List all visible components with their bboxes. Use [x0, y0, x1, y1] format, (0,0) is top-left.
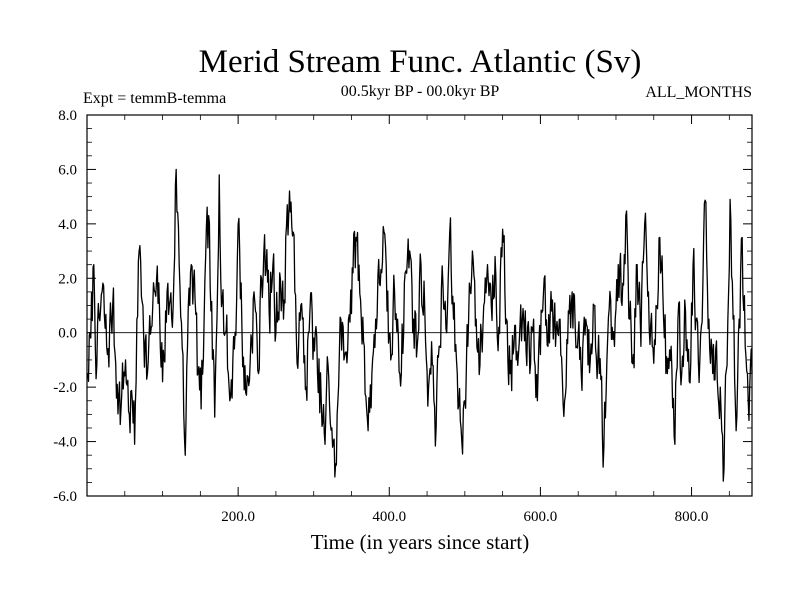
- x-axis: 200.0 400.0 600.0 800.0: [124, 115, 730, 525]
- x-tick-label: 400.0: [372, 509, 406, 525]
- series-line: [87, 168, 753, 482]
- y-tick-label: -6.0: [53, 489, 77, 505]
- y-tick-label: 6.0: [58, 162, 77, 178]
- period-label: 00.5kyr BP - 00.0kyr BP: [341, 83, 500, 100]
- chart-title: Merid Stream Func. Atlantic (Sv): [199, 44, 642, 80]
- months-label: ALL_MONTHS: [645, 84, 752, 101]
- x-tick-label: 200.0: [221, 509, 255, 525]
- series-layer: [87, 168, 753, 482]
- y-tick-label: 0.0: [58, 326, 77, 342]
- experiment-label: Expt = temmB-temma: [83, 90, 226, 107]
- x-axis-label: Time (in years since start): [311, 530, 530, 554]
- y-tick-label: 4.0: [58, 217, 77, 233]
- x-tick-label: 800.0: [675, 509, 709, 525]
- y-tick-label: 2.0: [58, 271, 77, 287]
- y-axis: -6.0 -4.0 -2.0 0.0 2.0 4.0 6.0 8.0: [53, 108, 752, 505]
- y-tick-label: 8.0: [58, 108, 77, 124]
- x-tick-label: 600.0: [524, 509, 558, 525]
- y-tick-label: -2.0: [53, 380, 77, 396]
- y-tick-label: -4.0: [53, 435, 77, 451]
